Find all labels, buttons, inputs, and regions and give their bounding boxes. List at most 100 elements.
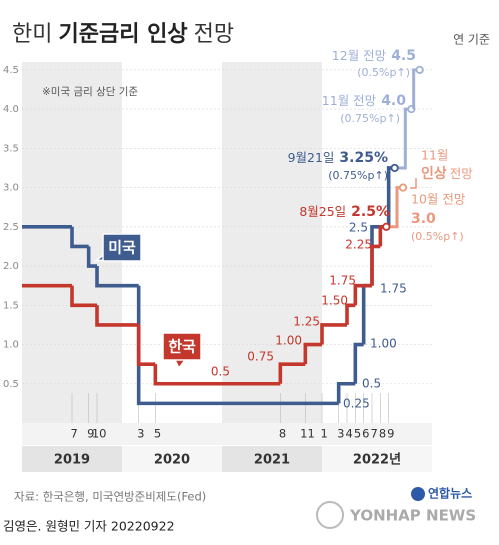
rate-step: [370, 244, 381, 286]
x-tick-label: 4: [346, 427, 353, 441]
y-tick-label: 3.5: [3, 143, 19, 154]
rate-step: [70, 226, 89, 249]
projection-annotation: 12월 전망 4.5: [332, 48, 416, 65]
x-tick-label: 7: [71, 427, 78, 441]
value-label: 1.00: [275, 334, 302, 348]
annotation-date: 8월25일: [299, 204, 346, 219]
year-label-band: [322, 446, 432, 472]
rate-step: [345, 303, 356, 325]
y-tick-label: 1.5: [3, 300, 19, 311]
annotation-value: 3.25%: [339, 150, 388, 166]
logo-en: YONHAP NEWS: [349, 507, 476, 525]
rate-step: [70, 285, 97, 308]
y-tick-label: 4.5: [3, 65, 19, 76]
projection-dot: [398, 183, 408, 192]
chart-title: 한미 기준금리 인상 전망: [12, 22, 234, 47]
legend-badge: [93, 233, 142, 263]
logo-mark: [411, 487, 425, 501]
projection-value: 4.0: [381, 93, 406, 109]
annotation-date: 9월21일: [288, 150, 335, 165]
projection-dot: [415, 65, 424, 74]
value-label: 1.75: [380, 282, 407, 296]
x-tick-label: 9: [387, 427, 394, 441]
rate-step: [320, 323, 347, 345]
y-tick-label: 2.5: [3, 222, 19, 233]
x-tick-label: 1: [321, 427, 328, 441]
legend-badge: [162, 332, 202, 370]
outlook-month: 11월: [421, 148, 448, 163]
annotation: 8월25일 2.5%: [299, 204, 390, 221]
projection-annotation: 11월 전망 4.0: [322, 93, 406, 110]
value-label: 1.50: [321, 294, 348, 308]
x-tick-label: 10: [92, 427, 107, 441]
legend-label: 미국: [108, 239, 136, 257]
value-label: 0.5: [362, 377, 381, 391]
value-label: 2.5: [349, 221, 368, 235]
x-tick-label: 7: [371, 427, 378, 441]
projection-head: 10월 전망: [411, 192, 466, 207]
projection-change: (0.5%p↑): [357, 66, 410, 79]
annotation-value: 2.5%: [351, 204, 390, 220]
year-label-band: [222, 446, 322, 472]
year-band: [322, 62, 432, 423]
value-label: 0.25: [343, 397, 370, 411]
legend-label: 한국: [168, 338, 196, 356]
title-part: 기준금리 인상: [58, 22, 187, 47]
projection-value: 3.0: [411, 211, 436, 227]
year-label: 2020: [154, 453, 190, 468]
rate-step: [136, 285, 339, 406]
last-dot: [390, 163, 399, 173]
y-tick-label: 3.0: [3, 183, 19, 194]
rate-step: [86, 246, 97, 268]
month-band: [22, 423, 432, 445]
x-tick-label: 8: [279, 427, 286, 441]
projection-head: 12월 전망: [332, 48, 387, 63]
x-tick-label: 11: [300, 427, 315, 441]
last-dot: [382, 222, 391, 231]
title-part: 한미: [12, 22, 52, 47]
x-tick-label: 3: [137, 427, 144, 441]
x-tick-label: 6: [362, 427, 369, 441]
outlook-arrow: [410, 178, 417, 189]
annotation-change: (0.75%p↑): [328, 169, 388, 182]
projection-change: (0.5%p↑): [411, 230, 464, 243]
value-label: 1.25: [293, 315, 320, 329]
title-part: 전망: [194, 22, 234, 47]
rate-step: [336, 381, 356, 404]
value-label: 0.75: [247, 350, 274, 364]
source: 자료: 한국은행, 미국연방준비제도(Fed): [14, 490, 206, 504]
rate-step: [278, 362, 306, 384]
year-band: [222, 62, 322, 423]
y-tick-label: 0.5: [3, 379, 19, 390]
x-tick-label: 5: [154, 427, 161, 441]
year-label-band: [122, 446, 222, 472]
x-tick-label: 9: [87, 427, 94, 441]
rate-step: [95, 305, 139, 327]
value-label: 1.75: [329, 274, 356, 288]
projection-change: (0.75%p↑): [340, 112, 400, 125]
year-label: 2019: [54, 453, 90, 468]
note: ※미국 금리 상단 기준: [42, 86, 138, 98]
rate-step: [136, 324, 156, 366]
x-tick-label: 8: [379, 427, 386, 441]
credit: 김영은. 원형민 기자 20220922: [3, 519, 175, 534]
outlook-bold: 인상: [421, 165, 447, 182]
unit-note: 연 기준: [453, 33, 490, 47]
rate-step: [95, 266, 139, 288]
rate-step: [153, 364, 281, 386]
rate-step: [353, 283, 372, 306]
x-tick-label: 5: [354, 427, 361, 441]
value-label: 1.00: [370, 337, 397, 351]
outlook-rest: 전망: [450, 166, 474, 181]
y-tick-label: 2.0: [3, 261, 19, 272]
projection-value: 4.5: [391, 48, 416, 64]
value-label: 0.5: [211, 365, 230, 379]
year-label: 2022년: [353, 453, 401, 468]
annotation: 9월21일 3.25%: [288, 150, 388, 167]
y-tick-label: 1.0: [3, 340, 19, 351]
value-label: 2.25: [345, 238, 372, 252]
projection-head: 11월 전망: [322, 93, 377, 108]
year-label-band: [22, 446, 122, 472]
